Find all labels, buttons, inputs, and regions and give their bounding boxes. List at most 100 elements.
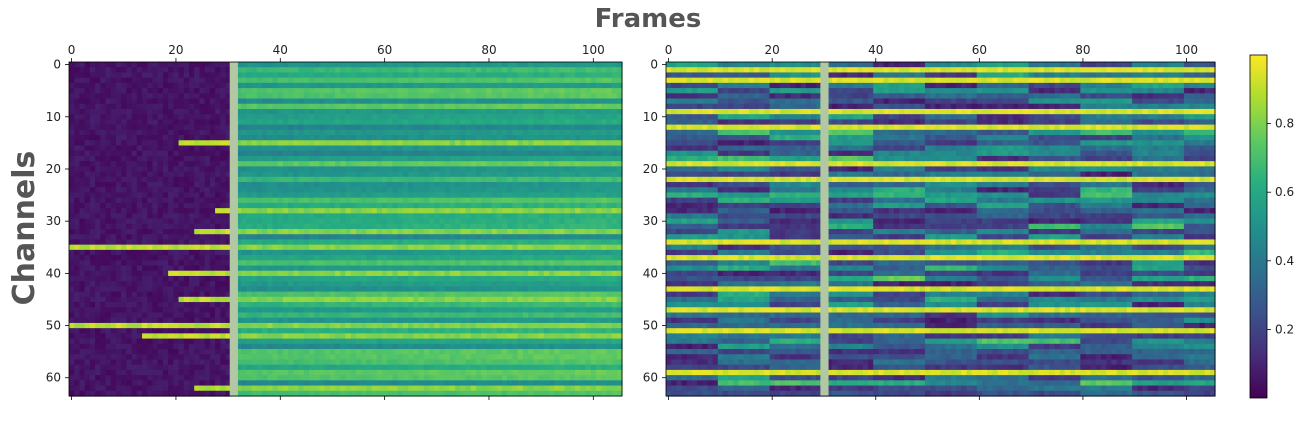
- heatmap-cell: [371, 218, 378, 225]
- heatmap-cell: [543, 166, 550, 173]
- heatmap-cell: [397, 166, 404, 173]
- heatmap-cell: [397, 255, 404, 261]
- heatmap-cell: [298, 239, 305, 246]
- heatmap-cell: [262, 93, 268, 100]
- heatmap-cell: [475, 108, 482, 115]
- heatmap-cell: [548, 182, 555, 188]
- heatmap-cell: [121, 88, 127, 94]
- heatmap-cell: [543, 171, 550, 178]
- heatmap-cell: [319, 223, 326, 230]
- heatmap-cell: [194, 192, 201, 199]
- heatmap-cell: [522, 208, 529, 214]
- heatmap-cell: [178, 208, 185, 214]
- heatmap-cell: [142, 239, 148, 246]
- heatmap-cell: [84, 234, 91, 241]
- heatmap-cell: [397, 62, 404, 68]
- heatmap-cell: [335, 171, 341, 178]
- heatmap-cell: [131, 62, 138, 68]
- heatmap-cell: [168, 108, 174, 115]
- heatmap-cell: [209, 255, 216, 261]
- heatmap-cell: [376, 229, 383, 235]
- heatmap-cell: [402, 82, 409, 89]
- heatmap-cell: [543, 275, 550, 282]
- heatmap-cell: [611, 244, 618, 251]
- heatmap-cell: [512, 176, 519, 183]
- heatmap-cell: [319, 145, 326, 152]
- heatmap-cell: [69, 244, 75, 251]
- heatmap-cell: [147, 229, 154, 235]
- heatmap-cell: [512, 166, 519, 173]
- heatmap-cell: [601, 77, 607, 84]
- heatmap-cell: [538, 176, 545, 183]
- heatmap-cell: [84, 302, 91, 308]
- heatmap-cell: [199, 98, 206, 105]
- heatmap-cell: [512, 249, 519, 256]
- heatmap-cell: [460, 98, 467, 105]
- heatmap-cell: [548, 93, 555, 100]
- heatmap-cell: [131, 98, 138, 105]
- heatmap-cell: [89, 93, 96, 100]
- heatmap-cell: [262, 197, 268, 204]
- heatmap-cell: [173, 197, 180, 204]
- heatmap-row: [69, 161, 623, 167]
- heatmap-cell: [528, 202, 534, 209]
- heatmap-cell: [199, 171, 206, 178]
- heatmap-cell: [590, 187, 597, 194]
- heatmap-cell: [350, 129, 357, 136]
- heatmap-cell: [152, 187, 159, 194]
- heatmap-cell: [115, 98, 122, 105]
- heatmap-cell: [564, 197, 571, 204]
- heatmap-row: [69, 202, 623, 209]
- heatmap-cell: [512, 202, 519, 209]
- heatmap-cell: [162, 202, 169, 209]
- heatmap-cell: [199, 296, 206, 303]
- heatmap-cell: [262, 208, 268, 214]
- heatmap-cell: [246, 249, 253, 256]
- heatmap-cell: [183, 197, 190, 204]
- heatmap-cell: [616, 275, 623, 282]
- heatmap-cell: [84, 77, 91, 84]
- heatmap-cell: [282, 187, 289, 194]
- heatmap-cell: [110, 155, 117, 162]
- heatmap-cell: [606, 124, 613, 131]
- heatmap-cell: [387, 281, 394, 288]
- heatmap-cell: [126, 88, 133, 94]
- heatmap-cell: [95, 166, 101, 173]
- heatmap-cell: [162, 114, 169, 121]
- heatmap-cell: [606, 82, 613, 89]
- heatmap-cell: [575, 187, 581, 194]
- heatmap-cell: [611, 135, 618, 141]
- heatmap-cell: [79, 291, 86, 298]
- heatmap-cell: [507, 281, 514, 288]
- heatmap-cell: [188, 286, 195, 293]
- heatmap-cell: [434, 197, 441, 204]
- heatmap-cell: [502, 260, 508, 267]
- heatmap-cell: [194, 145, 201, 152]
- heatmap-cell: [564, 244, 571, 251]
- heatmap-cell: [413, 171, 420, 178]
- heatmap-cell: [434, 62, 441, 68]
- heatmap-cell: [554, 208, 560, 214]
- heatmap-row: [69, 93, 623, 100]
- heatmap-cell: [84, 166, 91, 173]
- heatmap-cell: [277, 161, 284, 167]
- heatmap-cell: [350, 93, 357, 100]
- heatmap-cell: [84, 275, 91, 282]
- heatmap-cell: [528, 155, 534, 162]
- heatmap-cell: [575, 244, 581, 251]
- heatmap-cell: [465, 62, 472, 68]
- heatmap-cell: [272, 197, 279, 204]
- heatmap-cell: [366, 82, 373, 89]
- heatmap-cell: [183, 108, 190, 115]
- heatmap-cell: [418, 239, 425, 246]
- heatmap-cell: [350, 62, 357, 68]
- heatmap-cell: [324, 140, 331, 147]
- heatmap-cell: [418, 135, 425, 141]
- heatmap-cell: [491, 197, 498, 204]
- heatmap-cell: [157, 124, 164, 131]
- heatmap-cell: [168, 223, 174, 230]
- heatmap-cell: [209, 260, 216, 267]
- heatmap-cell: [277, 218, 284, 225]
- heatmap-cell: [455, 82, 461, 89]
- heatmap-cell: [569, 275, 576, 282]
